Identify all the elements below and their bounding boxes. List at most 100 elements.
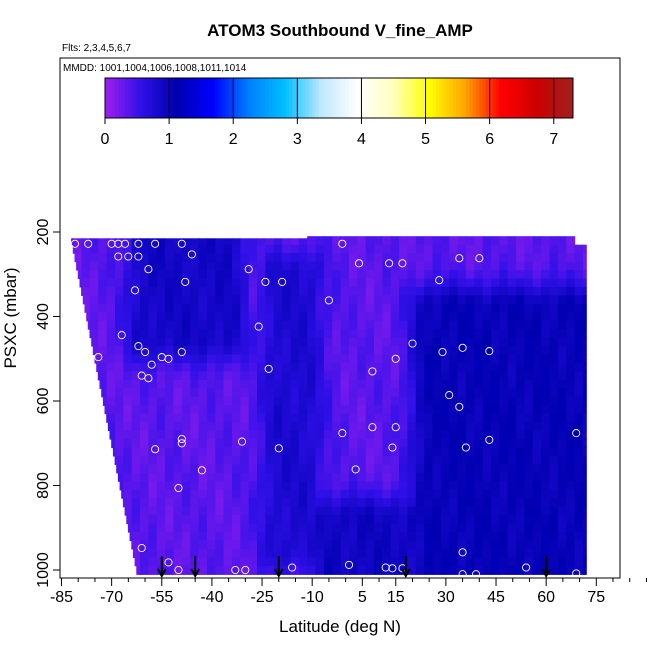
colorbar-segment	[536, 78, 541, 118]
heatmap-cell	[582, 557, 587, 567]
heatmap-cell	[549, 447, 559, 457]
heatmap-cell	[440, 329, 450, 339]
heatmap-cell	[449, 379, 459, 389]
heatmap-cell	[282, 379, 292, 389]
heatmap-cell	[482, 320, 492, 330]
heatmap-cell	[507, 498, 517, 508]
heatmap-cell	[273, 532, 283, 541]
heatmap-cell	[115, 371, 124, 381]
heatmap-cell	[240, 312, 250, 322]
heatmap-cell	[315, 286, 325, 296]
heatmap-cell	[365, 481, 375, 491]
heatmap-cell	[198, 388, 208, 398]
heatmap-cell	[449, 565, 459, 575]
heatmap-cell	[432, 557, 442, 567]
heatmap-cell	[190, 270, 200, 280]
heatmap-cell	[79, 278, 83, 288]
heatmap-cell	[432, 447, 442, 457]
heatmap-cell	[173, 329, 183, 339]
heatmap-cell	[357, 346, 367, 356]
heatmap-cell	[449, 540, 459, 550]
heatmap-cell	[323, 515, 333, 525]
heatmap-cell	[307, 363, 317, 372]
heatmap-cell	[465, 244, 475, 254]
heatmap-cell	[582, 379, 587, 389]
heatmap-cell	[307, 422, 317, 432]
heatmap-cell	[516, 363, 526, 372]
heatmap-cell	[240, 396, 250, 406]
x-tick-label: -55	[150, 589, 173, 606]
heatmap-cell	[257, 439, 266, 449]
heatmap-cell	[98, 286, 108, 296]
heatmap-cell	[332, 286, 342, 296]
heatmap-cell	[257, 261, 266, 271]
colorbar-segment	[382, 78, 387, 118]
heatmap-cell	[357, 320, 367, 330]
heatmap-cell	[557, 244, 567, 254]
heatmap-cell	[482, 447, 492, 457]
heatmap-cell	[165, 455, 175, 465]
heatmap-cell	[131, 371, 141, 381]
heatmap-cell	[273, 405, 283, 415]
heatmap-cell	[432, 388, 442, 398]
heatmap-cell	[507, 346, 517, 356]
heatmap-cell	[516, 295, 526, 305]
heatmap-cell	[265, 523, 275, 533]
heatmap-cell	[465, 236, 475, 246]
heatmap-cell	[432, 236, 442, 246]
heatmap-cell	[491, 540, 500, 550]
heatmap-cell	[424, 515, 434, 525]
heatmap-cell	[482, 270, 492, 280]
heatmap-cell	[198, 253, 208, 263]
heatmap-cell	[399, 270, 409, 280]
heatmap-cell	[574, 303, 584, 313]
heatmap-cell	[432, 489, 442, 499]
colorbar-tick-label: 5	[421, 131, 430, 148]
heatmap-cell	[223, 447, 233, 457]
heatmap-cell	[390, 489, 400, 499]
heatmap-cell	[215, 489, 225, 499]
heatmap-cell	[507, 371, 517, 381]
heatmap-cell	[424, 540, 434, 550]
heatmap-cell	[307, 464, 317, 474]
heatmap-cell	[357, 489, 367, 499]
heatmap-cell	[223, 472, 233, 482]
heatmap-cell	[449, 557, 459, 567]
heatmap-cell	[190, 506, 200, 516]
heatmap-cell	[415, 303, 425, 313]
heatmap-cell	[240, 523, 250, 533]
heatmap-cell	[524, 464, 534, 474]
heatmap-cell	[206, 489, 216, 499]
heatmap-cell	[440, 439, 450, 449]
heatmap-cell	[532, 548, 542, 558]
heatmap-cell	[173, 557, 183, 567]
heatmap-cell	[566, 244, 576, 254]
observation-point	[107, 239, 116, 248]
heatmap-cell	[415, 439, 425, 449]
heatmap-cell	[298, 253, 308, 263]
heatmap-cell	[131, 481, 141, 491]
heatmap-cell	[566, 312, 576, 322]
heatmap-cell	[440, 498, 450, 508]
colorbar-segment	[479, 78, 484, 118]
heatmap-cell	[424, 354, 434, 364]
heatmap-cell	[257, 238, 266, 246]
observation-point	[134, 342, 143, 351]
heatmap-cell	[298, 244, 308, 254]
heatmap-cell	[374, 447, 383, 457]
heatmap-cell	[399, 447, 409, 457]
heatmap-cell	[440, 337, 450, 347]
heatmap-cell	[549, 312, 559, 322]
colorbar-segment	[168, 78, 173, 118]
heatmap-cell	[106, 405, 116, 415]
colorbar	[104, 77, 574, 119]
heatmap-cell	[582, 346, 587, 356]
heatmap-cell	[407, 481, 417, 491]
heatmap-cell	[524, 472, 534, 482]
heatmap-cell	[206, 354, 216, 364]
heatmap-cell	[474, 303, 484, 313]
heatmap-cell	[148, 329, 158, 339]
heatmap-cell	[307, 557, 317, 567]
heatmap-cell	[524, 489, 534, 499]
heatmap-cell	[516, 498, 526, 508]
